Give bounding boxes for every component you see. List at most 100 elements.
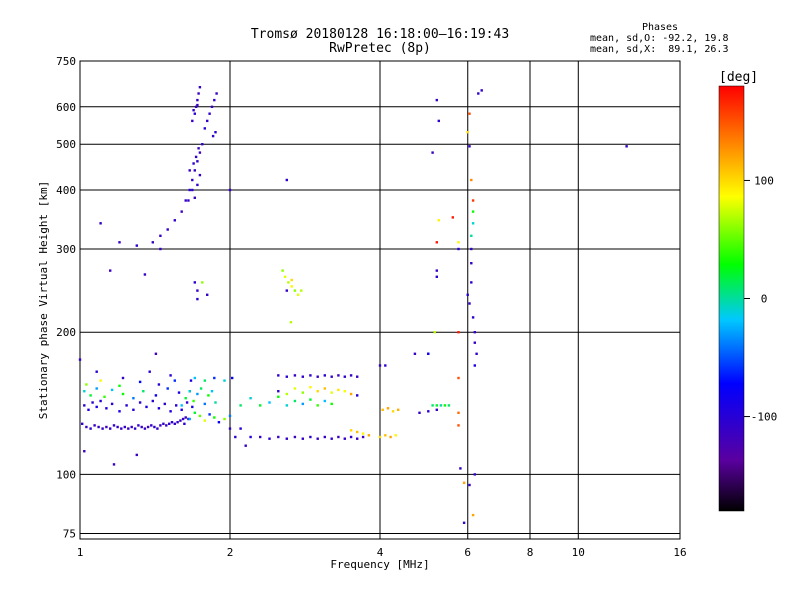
data-point xyxy=(198,414,202,418)
data-point xyxy=(249,397,252,400)
data-point xyxy=(123,425,126,429)
data-point xyxy=(188,417,191,421)
colorbar xyxy=(718,85,745,512)
data-point xyxy=(118,410,121,413)
data-point xyxy=(309,435,312,439)
data-point xyxy=(301,437,304,440)
data-point xyxy=(468,112,471,115)
data-point xyxy=(447,404,451,407)
data-point xyxy=(259,435,262,439)
title-line-1: Tromsø 20180128 16:18:00–16:19:43 xyxy=(250,27,510,42)
data-point xyxy=(356,375,359,378)
data-point xyxy=(132,397,135,400)
data-point xyxy=(146,425,150,429)
data-point xyxy=(435,275,438,278)
data-point xyxy=(413,352,417,355)
data-point xyxy=(223,379,226,382)
data-point xyxy=(208,112,211,115)
data-point xyxy=(457,331,460,334)
data-point xyxy=(142,390,145,393)
data-point xyxy=(457,376,460,380)
data-point xyxy=(285,375,288,378)
data-point xyxy=(285,392,288,396)
data-point xyxy=(170,421,174,424)
data-point xyxy=(196,289,199,292)
data-point xyxy=(293,435,297,439)
data-point xyxy=(180,210,183,213)
data-point xyxy=(188,169,191,172)
data-point xyxy=(228,414,232,418)
data-point xyxy=(184,199,187,202)
data-point xyxy=(244,444,247,447)
data-point xyxy=(135,244,138,247)
data-point xyxy=(143,427,147,430)
data-point xyxy=(277,435,280,439)
data-point xyxy=(181,417,185,421)
data-point xyxy=(470,178,473,182)
data-point xyxy=(301,391,304,394)
data-point xyxy=(101,427,104,430)
data-point xyxy=(343,375,346,378)
data-point xyxy=(213,376,216,380)
data-point xyxy=(323,399,326,403)
data-point xyxy=(103,395,106,398)
data-point xyxy=(268,401,271,404)
data-point xyxy=(121,376,125,380)
stats-title: Phases xyxy=(641,22,679,33)
data-point xyxy=(330,391,333,394)
data-point xyxy=(239,404,242,407)
data-point xyxy=(116,425,119,429)
data-point xyxy=(135,453,138,457)
data-point xyxy=(78,358,82,361)
data-point xyxy=(83,390,86,393)
data-point xyxy=(140,425,143,429)
data-point xyxy=(301,402,304,406)
data-point xyxy=(198,173,202,177)
data-point xyxy=(105,407,108,410)
data-point xyxy=(208,413,211,416)
data-point xyxy=(231,376,234,380)
data-point xyxy=(180,404,183,407)
data-point xyxy=(473,473,476,476)
data-point xyxy=(187,199,190,202)
y-tick-label: 600 xyxy=(56,101,76,114)
data-point xyxy=(433,331,436,334)
data-point xyxy=(95,370,98,373)
y-tick-label: 100 xyxy=(56,468,76,481)
data-point xyxy=(323,387,326,390)
data-point xyxy=(473,331,476,334)
data-point xyxy=(277,390,280,393)
data-point xyxy=(81,422,84,425)
x-tick-label: 2 xyxy=(227,546,234,559)
data-point xyxy=(201,281,204,284)
y-tick-label: 200 xyxy=(56,326,76,339)
data-point xyxy=(480,89,483,92)
data-point xyxy=(378,435,382,439)
data-point xyxy=(210,390,214,393)
data-point xyxy=(343,437,346,440)
data-point xyxy=(214,401,217,404)
data-point xyxy=(162,422,165,425)
data-point xyxy=(151,241,154,244)
data-point xyxy=(89,394,92,397)
data-point xyxy=(457,411,460,414)
data-point xyxy=(316,437,319,440)
data-point xyxy=(157,383,161,386)
data-point xyxy=(151,399,154,403)
data-point xyxy=(384,434,387,437)
y-tick-label: 750 xyxy=(56,55,76,68)
data-point xyxy=(356,437,359,440)
data-point xyxy=(435,241,438,244)
data-point xyxy=(159,247,162,251)
plot-frame xyxy=(79,60,681,540)
data-point xyxy=(191,405,194,409)
data-point xyxy=(157,407,161,410)
data-point xyxy=(289,321,293,324)
data-point xyxy=(193,411,196,414)
colorbar-tick-label: -100 xyxy=(751,411,778,424)
data-point xyxy=(349,429,353,432)
data-point xyxy=(203,127,206,130)
data-point xyxy=(468,145,471,148)
axis-ticks: 1 2 4 6 8 10 16 75 100 200 300 400 500 600 750 xyxy=(56,55,687,559)
data-point xyxy=(198,151,202,154)
